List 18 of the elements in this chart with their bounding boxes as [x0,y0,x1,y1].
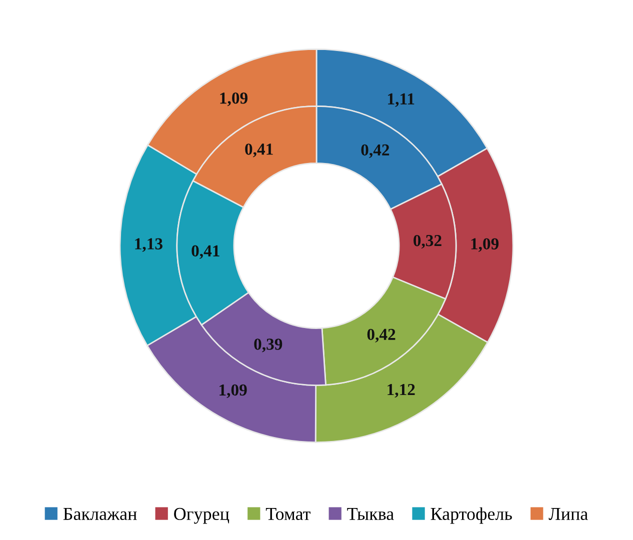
data-label: 0,42 [367,328,396,342]
data-label: 1,13 [135,238,162,252]
legend-label: Тыква [347,508,394,520]
legend-label: Огурец [174,508,230,524]
legend-label: Картофель [430,507,512,524]
data-label: 0,39 [254,338,282,352]
data-label: 0,42 [361,144,390,158]
legend-label: Липа [548,508,588,520]
data-label: 1,09 [471,238,499,252]
data-label: 1,09 [220,92,248,106]
data-label: 1,12 [388,384,415,398]
legend-label: Томат [266,508,310,520]
data-label: 0,41 [245,144,273,158]
legend-label: Баклажан [63,508,137,520]
data-label: 0,32 [414,234,442,249]
data-label: 1,09 [220,384,247,398]
data-label: 1,11 [388,93,414,107]
data-label: 0,41 [192,245,220,259]
